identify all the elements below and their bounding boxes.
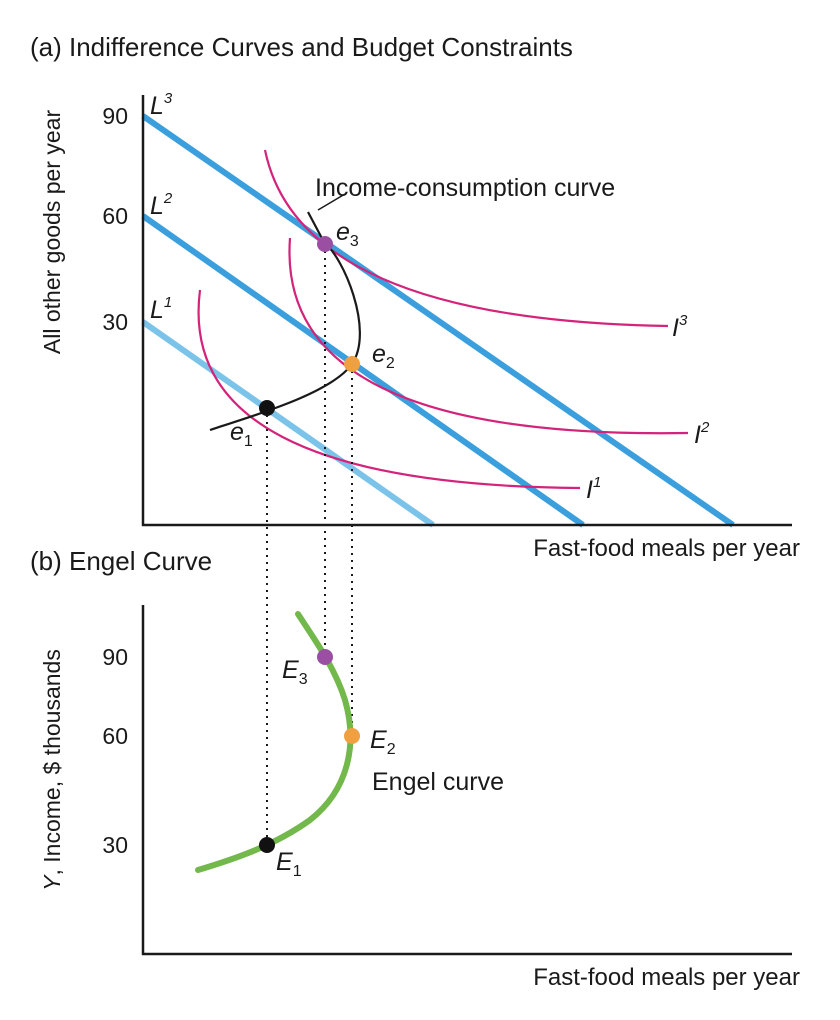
panel-a-ytick-60: 60 [102,203,128,229]
point-label-e1: e1 [230,418,253,450]
budget-line-label-l1: L1 [150,294,172,324]
point-label-e3: e3 [336,218,359,250]
indifference-curve-i3 [263,149,669,328]
budget-line-l1 [141,319,435,528]
indifference-label-i2: I2 [694,419,710,449]
engel-curve-label: Engel curve [372,768,504,796]
point-label-E3: E3 [282,656,308,688]
point-e1 [259,400,275,416]
panel-b-ytick-90: 90 [102,644,128,670]
icc-label: Income-consumption curve [315,174,615,202]
point-label-E1: E1 [276,848,302,880]
indifference-curve-i1 [197,289,581,490]
panel-a-ytick-90: 90 [102,103,128,129]
point-E2 [344,728,360,744]
icc-label-leader [317,193,346,211]
budget-line-label-l3: L3 [150,90,173,120]
panel-b-y-label: Y, Income, $ thousands [39,649,65,891]
panel-b-x-label: Fast-food meals per year [533,964,800,991]
panel-b-ytick-30: 30 [102,832,128,858]
point-E3 [317,649,333,665]
point-label-E2: E2 [370,726,396,758]
indifference-curve-i2 [288,237,689,435]
indifference-label-i3: I3 [672,312,688,342]
budget-line-l3 [141,113,735,528]
panel-a-title: (a) Indifference Curves and Budget Const… [30,32,573,62]
budget-line-l2 [141,213,585,528]
point-e3 [317,236,333,252]
budget-line-label-l2: L2 [150,190,173,220]
panel-a-x-label: Fast-food meals per year [533,535,800,562]
panel-b-ytick-60: 60 [102,723,128,749]
point-label-e2: e2 [372,340,395,372]
indifference-label-i1: I1 [586,474,601,504]
point-E1 [259,837,275,853]
panel-a-y-label: All other goods per year [39,110,65,355]
panel-a-ytick-30: 30 [102,309,128,335]
point-e2 [344,356,360,372]
panel-b-title: (b) Engel Curve [30,546,212,576]
